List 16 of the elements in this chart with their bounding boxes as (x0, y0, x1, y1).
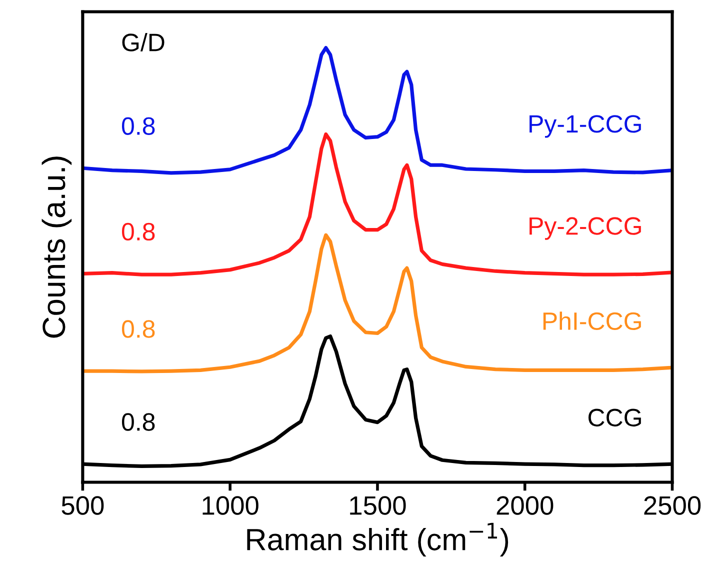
series-label: PhI-CCG (543, 312, 641, 330)
annotation: 0.8 (122, 222, 155, 241)
series-label: Py-2-CCG (530, 217, 641, 240)
series-label: Py-1-CCG (530, 115, 641, 138)
x-tick-label: 500 (62, 496, 104, 515)
annotation: 0.8 (122, 320, 155, 338)
x-tick-label: 2500 (644, 496, 701, 515)
x-tick-label: 1000 (202, 496, 258, 515)
x-axis-title: Raman shift (cm$^{−1}$) (247, 522, 508, 556)
x-tick-label: 2000 (496, 496, 554, 515)
x-tick-label: 1500 (350, 496, 406, 515)
annotation: 0.8 (122, 117, 155, 135)
series-label: CCG (588, 408, 641, 426)
annotation: 0.8 (122, 413, 155, 431)
annotation: G/D (122, 33, 164, 52)
y-axis-title: Counts (a.u.) (42, 156, 72, 338)
